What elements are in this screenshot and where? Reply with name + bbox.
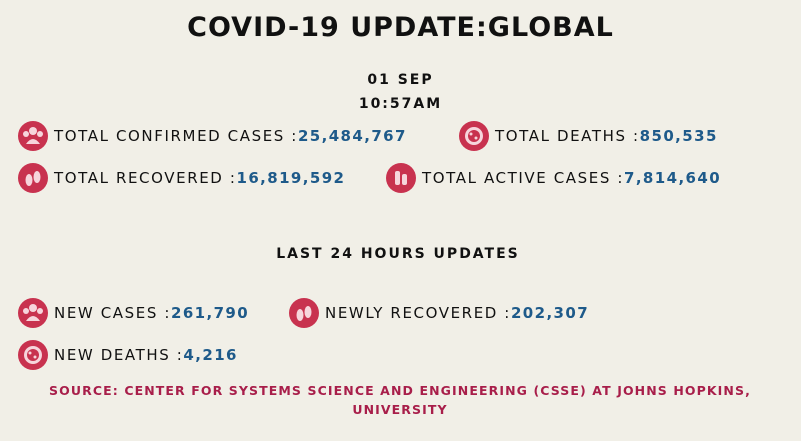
total-active-label: TOTAL ACTIVE CASES : (422, 169, 624, 187)
last-24-hours-heading: LAST 24 HOURS UPDATES (276, 246, 520, 262)
new-deaths-value: 4,216 (183, 346, 238, 364)
people-group-icon (18, 298, 48, 328)
total-active-stat: TOTAL ACTIVE CASES : 7,814,640 (386, 163, 721, 193)
newly-recovered-label: NEWLY RECOVERED : (325, 304, 511, 322)
newly-recovered-value: 202,307 (510, 304, 590, 322)
source-line-1: SOURCE: CENTER FOR SYSTEMS SCIENCE AND E… (49, 383, 751, 398)
update-time: 10:57AM (358, 96, 443, 112)
new-cases-stat: NEW CASES : 261,790 (18, 298, 249, 328)
update-date: 01 SEP (367, 72, 434, 88)
total-active-value: 7,814,640 (624, 169, 722, 187)
newly-recovered-stat: NEWLY RECOVERED : 202,307 (289, 298, 589, 328)
test-tubes-icon (386, 163, 416, 193)
new-cases-label: NEW CASES : (54, 304, 171, 322)
virus-icon (18, 340, 48, 370)
total-deaths-value: 850,535 (639, 127, 718, 145)
total-confirmed-value: 25,484,767 (297, 127, 407, 145)
total-recovered-stat: TOTAL RECOVERED : 16,819,592 (18, 163, 345, 193)
new-deaths-label: NEW DEATHS : (54, 346, 184, 364)
total-confirmed-stat: TOTAL CONFIRMED CASES : 25,484,767 (18, 121, 407, 151)
new-deaths-stat: NEW DEATHS : 4,216 (18, 340, 238, 370)
total-recovered-label: TOTAL RECOVERED : (54, 169, 237, 187)
people-group-icon (18, 121, 48, 151)
footprints-icon (289, 298, 319, 328)
footprints-icon (18, 163, 48, 193)
virus-icon (459, 121, 489, 151)
total-deaths-stat: TOTAL DEATHS : 850,535 (459, 121, 718, 151)
total-deaths-label: TOTAL DEATHS : (495, 127, 640, 145)
page-title: COVID-19 UPDATE:GLOBAL (187, 12, 614, 43)
total-confirmed-label: TOTAL CONFIRMED CASES : (54, 127, 298, 145)
source-line-2: UNIVERSITY (352, 402, 448, 417)
source-note: SOURCE: CENTER FOR SYSTEMS SCIENCE AND E… (20, 381, 780, 419)
new-cases-value: 261,790 (170, 304, 250, 322)
total-recovered-value: 16,819,592 (236, 169, 346, 187)
